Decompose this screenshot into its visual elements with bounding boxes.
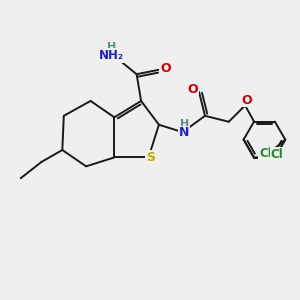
Text: Cl: Cl <box>271 148 283 161</box>
Text: H: H <box>107 42 116 52</box>
Text: Cl: Cl <box>259 147 272 160</box>
Text: NH₂: NH₂ <box>99 49 124 62</box>
Text: O: O <box>160 62 171 75</box>
Text: S: S <box>146 151 155 164</box>
Text: O: O <box>241 94 252 106</box>
Text: H: H <box>180 119 189 129</box>
Text: N: N <box>179 126 189 139</box>
Text: O: O <box>187 83 198 96</box>
